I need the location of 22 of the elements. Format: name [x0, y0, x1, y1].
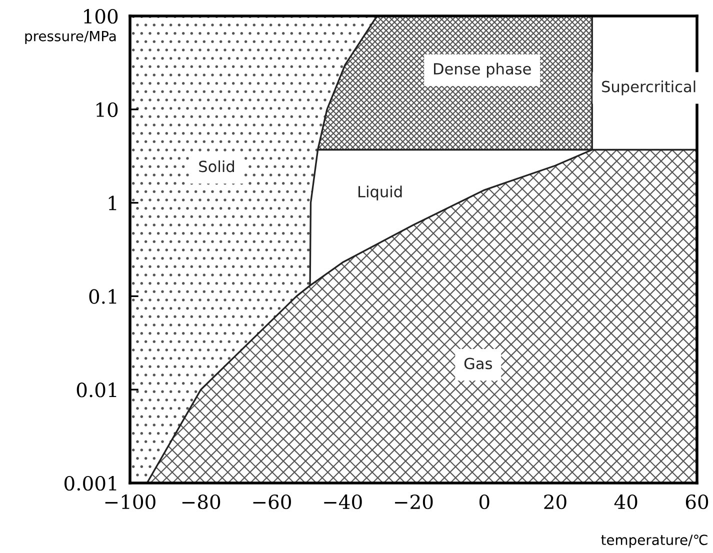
x-tick-label: 0 — [479, 494, 490, 510]
annotation: Solid — [199, 160, 234, 172]
annotation: Dense phase — [434, 62, 531, 78]
x-tick-label: −60 — [253, 494, 291, 510]
annotation: Supercritical — [602, 80, 696, 96]
annotation: Gas — [464, 358, 492, 370]
x-axis-title: temperature/℃ — [601, 534, 708, 548]
x-tick-label: 60 — [686, 494, 708, 510]
y-tick-label: 0.001 — [64, 476, 116, 491]
y-axis-title: pressure/MPa — [25, 31, 116, 44]
x-tick-label: −80 — [182, 494, 220, 510]
y-tick-label: 0.1 — [89, 289, 116, 304]
x-tick-label: −20 — [395, 494, 433, 510]
y-tick-label: 0.01 — [76, 382, 116, 398]
x-tick-label: 20 — [544, 494, 566, 510]
y-tick-label: 10 — [96, 102, 118, 118]
y-tick-label: 1 — [108, 196, 116, 210]
x-tick-label: 40 — [614, 494, 638, 510]
annotation: Liquid — [358, 186, 402, 200]
x-tick-label: −100 — [105, 494, 156, 510]
y-tick-label: 100 — [84, 8, 118, 24]
x-tick-label: −40 — [324, 494, 362, 510]
